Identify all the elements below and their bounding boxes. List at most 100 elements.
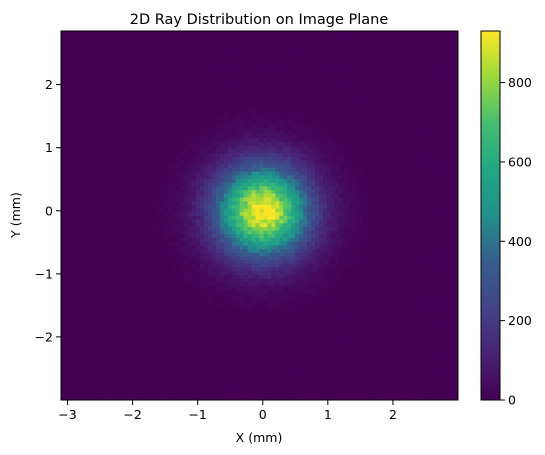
heatmap-cell <box>148 355 153 360</box>
heatmap-cell <box>92 270 98 275</box>
heatmap-cell <box>116 311 121 316</box>
heatmap-cell <box>104 392 110 397</box>
heatmap-cell <box>223 337 229 342</box>
heatmap-cell <box>64 274 70 279</box>
heatmap-cell <box>227 197 233 202</box>
heatmap-cell <box>72 304 78 309</box>
heatmap-cell <box>152 259 157 264</box>
heatmap-cell <box>72 311 78 316</box>
heatmap-cell <box>199 292 205 298</box>
heatmap-cell <box>235 208 241 213</box>
heatmap-cell <box>160 267 165 272</box>
heatmap-cell <box>251 333 256 338</box>
heatmap-cell <box>203 374 209 379</box>
heatmap-cell <box>203 130 209 135</box>
heatmap-cell <box>144 160 149 165</box>
heatmap-cell <box>120 160 125 165</box>
heatmap-cell <box>84 252 90 257</box>
heatmap-cell <box>128 374 133 379</box>
heatmap-cell <box>207 160 213 165</box>
heatmap-cell <box>64 130 70 135</box>
heatmap-cell <box>172 123 177 128</box>
heatmap-cell <box>215 392 221 397</box>
heatmap-cell <box>76 138 82 143</box>
heatmap-cell <box>227 208 233 213</box>
heatmap-cell <box>180 204 185 209</box>
heatmap-cell <box>136 267 141 272</box>
heatmap-cell <box>168 93 173 98</box>
heatmap-cell <box>144 311 149 316</box>
heatmap-cell <box>132 366 137 371</box>
heatmap-cell <box>124 67 129 72</box>
heatmap-cell <box>219 259 225 264</box>
heatmap-cell <box>132 296 137 301</box>
heatmap-cell <box>148 311 153 316</box>
heatmap-cell <box>124 307 129 312</box>
heatmap-cell <box>239 71 245 76</box>
heatmap-cell <box>72 126 78 132</box>
heatmap-cell <box>203 108 209 113</box>
heatmap-cell <box>92 329 98 334</box>
heatmap-cell <box>92 318 98 323</box>
heatmap-cell <box>176 263 181 268</box>
heatmap-cell <box>243 78 248 84</box>
heatmap-cell <box>148 138 153 143</box>
heatmap-cell <box>180 322 185 327</box>
heatmap-cell <box>104 252 110 257</box>
heatmap-cell <box>203 222 209 227</box>
heatmap-cell <box>184 67 189 72</box>
heatmap-cell <box>68 185 74 191</box>
heatmap-cell <box>92 149 98 154</box>
heatmap-cell <box>215 318 221 323</box>
heatmap-cell <box>96 274 102 279</box>
heatmap-cell <box>116 152 121 157</box>
heatmap-cell <box>92 241 98 246</box>
heatmap-cell <box>120 108 125 113</box>
heatmap-cell <box>72 226 78 231</box>
heatmap-cell <box>96 204 102 209</box>
heatmap-cell <box>112 259 117 264</box>
heatmap-cell <box>168 178 173 183</box>
heatmap-cell <box>96 38 102 43</box>
heatmap-cell <box>180 208 185 213</box>
heatmap-cell <box>72 318 78 323</box>
heatmap-cell <box>203 333 209 338</box>
heatmap-cell <box>203 152 209 157</box>
heatmap-cell <box>92 174 98 179</box>
heatmap-cell <box>68 123 74 128</box>
heatmap-cell <box>80 34 86 39</box>
heatmap-cell <box>120 281 125 287</box>
heatmap-cell <box>207 130 213 135</box>
heatmap-cell <box>112 204 117 209</box>
heatmap-cell <box>100 145 106 150</box>
heatmap-cell <box>199 307 205 312</box>
heatmap-cell <box>84 156 90 161</box>
heatmap-cell <box>255 267 260 272</box>
heatmap-cell <box>195 115 201 120</box>
heatmap-cell <box>116 222 121 227</box>
heatmap-cell <box>207 388 213 394</box>
heatmap-cell <box>251 329 256 334</box>
heatmap-cell <box>227 204 233 209</box>
heatmap-cell <box>61 388 66 394</box>
heatmap-cell <box>152 311 157 316</box>
heatmap-cell <box>239 252 245 257</box>
heatmap-cell <box>247 296 252 301</box>
heatmap-cell <box>104 82 110 87</box>
heatmap-cell <box>72 138 78 143</box>
heatmap-cell <box>195 182 201 187</box>
heatmap-cell <box>164 134 169 139</box>
heatmap-cell <box>223 134 229 139</box>
heatmap-cell <box>219 318 225 323</box>
heatmap-cell <box>84 200 90 205</box>
heatmap-cell <box>184 49 189 54</box>
heatmap-cell <box>96 160 102 165</box>
heatmap-cell <box>108 241 114 246</box>
heatmap-cell <box>223 344 229 349</box>
heatmap-cell <box>195 233 201 239</box>
heatmap-cell <box>152 248 157 253</box>
heatmap-cell <box>251 171 256 176</box>
heatmap-cell <box>112 278 117 283</box>
heatmap-cell <box>156 197 161 202</box>
heatmap-cell <box>92 348 98 353</box>
